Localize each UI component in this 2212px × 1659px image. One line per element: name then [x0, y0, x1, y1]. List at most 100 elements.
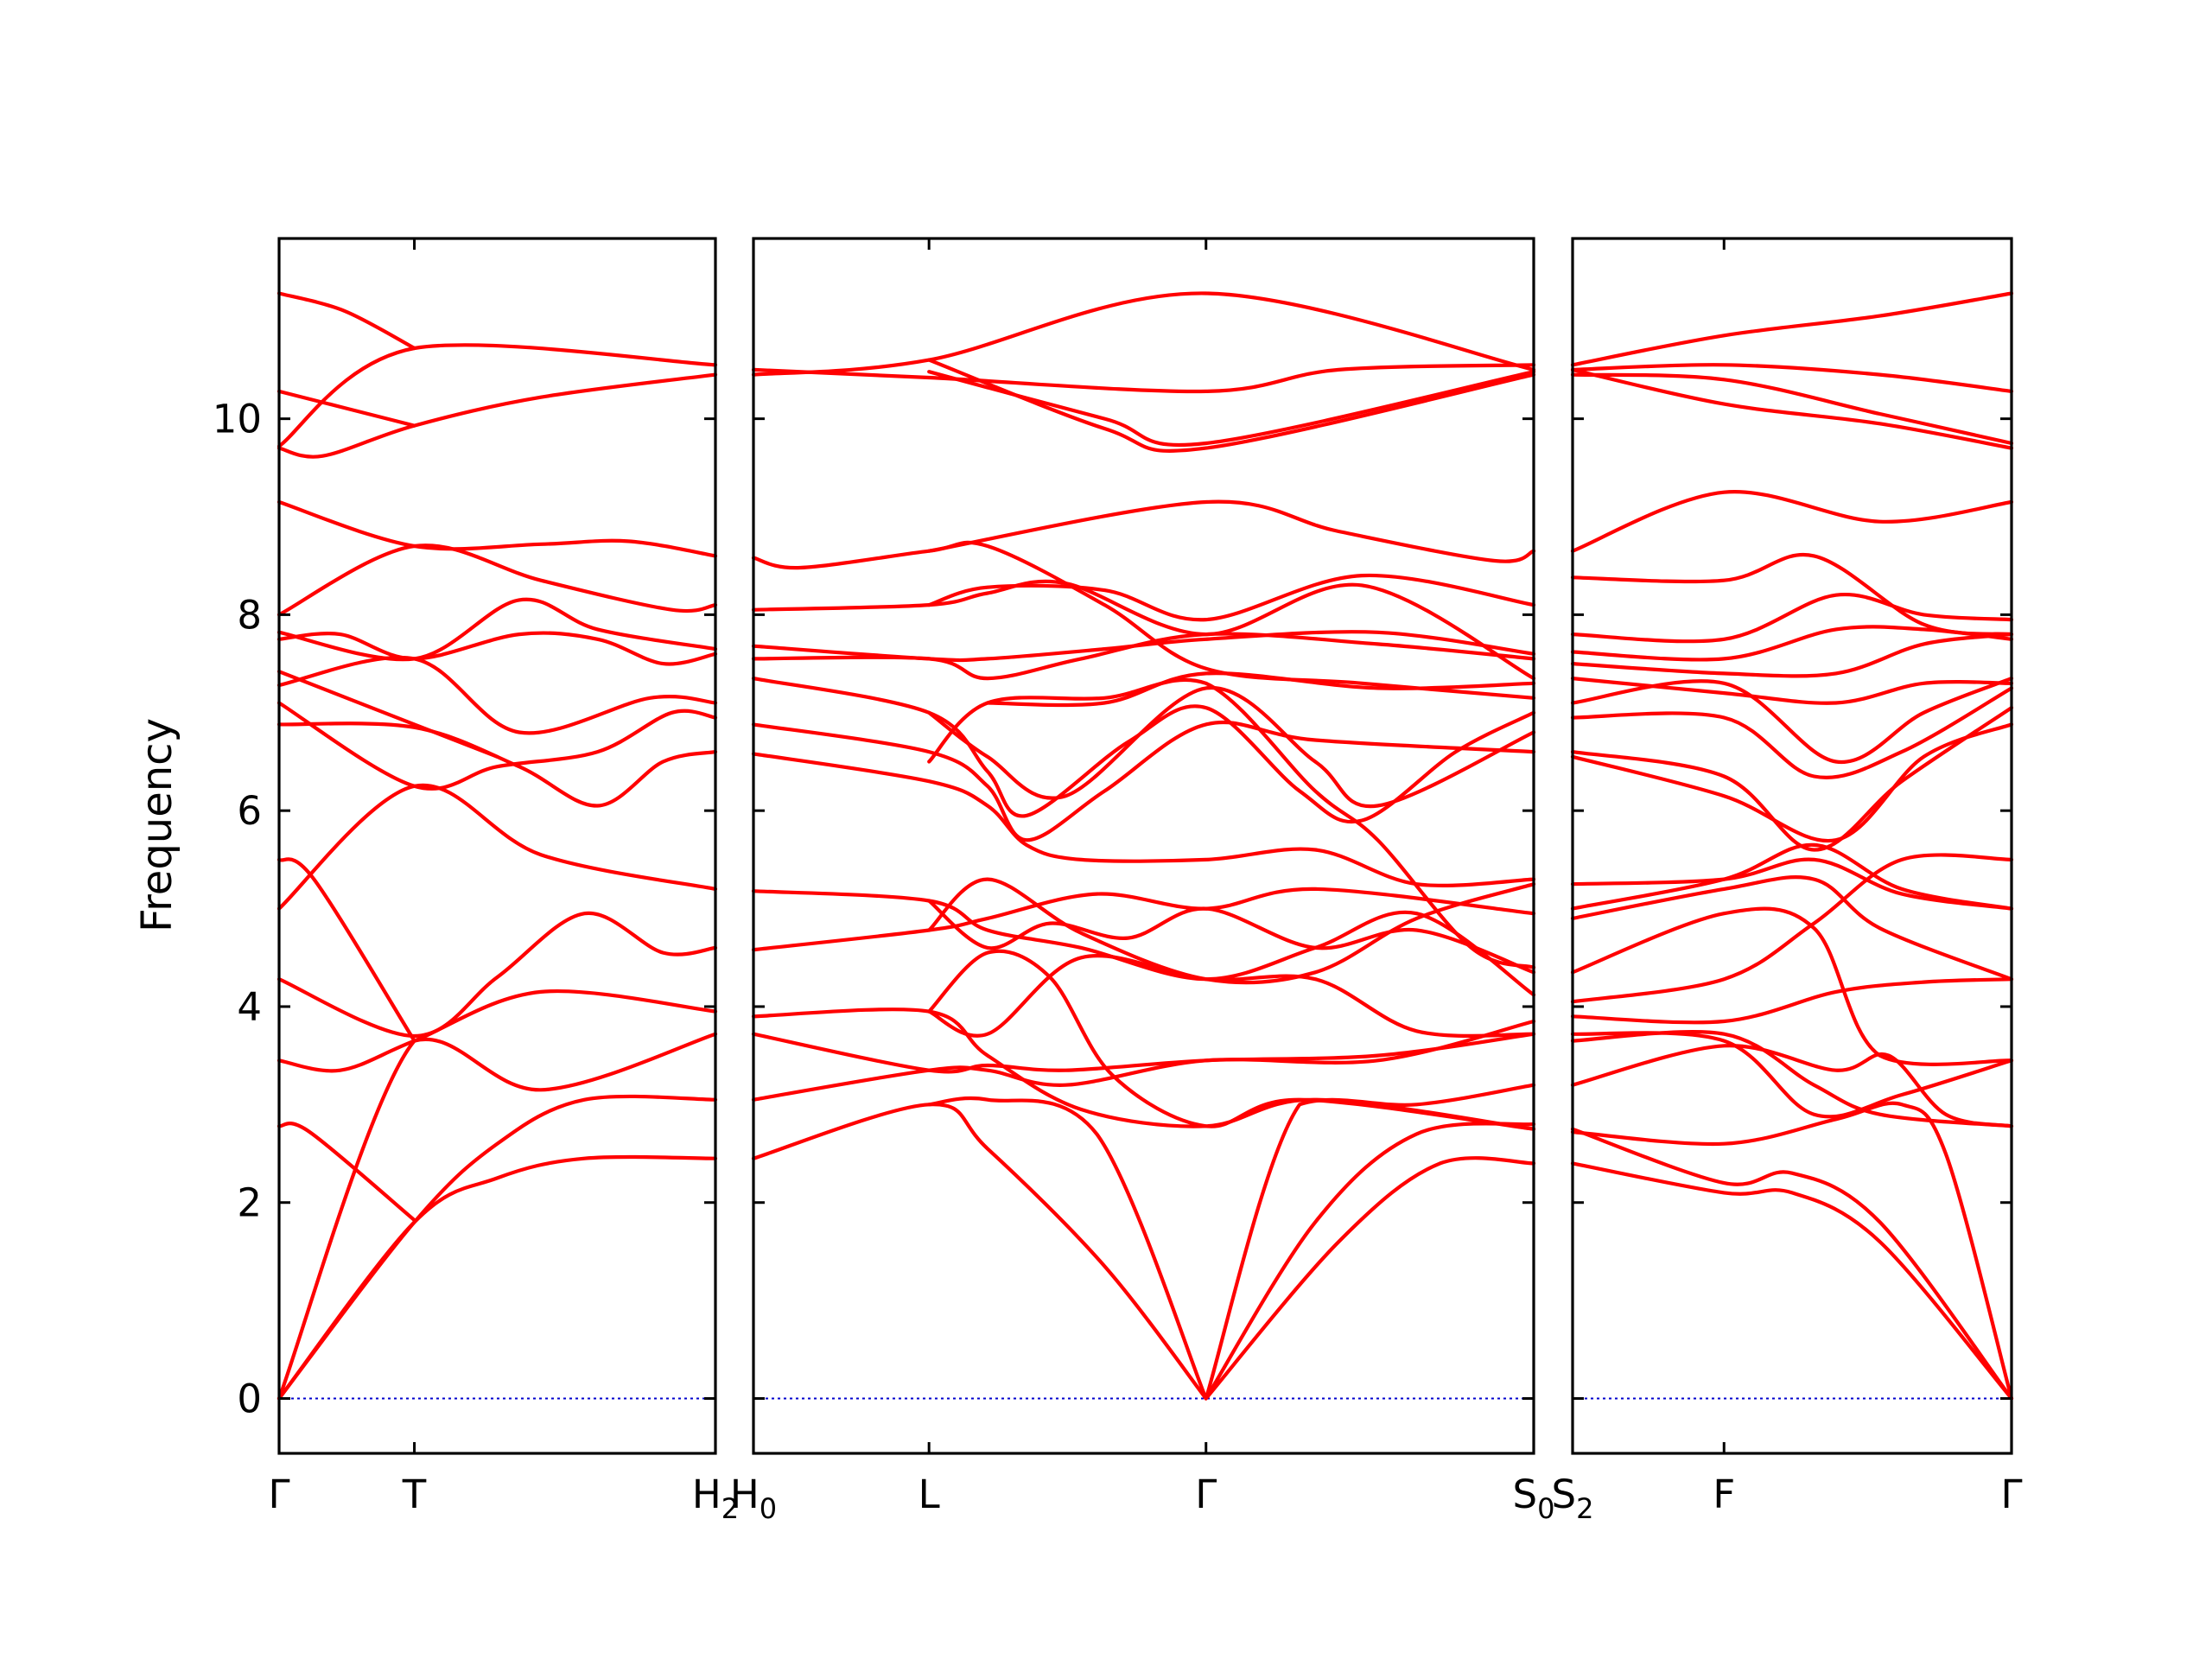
x-tick-label: H0: [730, 1471, 777, 1525]
band-line-3-12: [1570, 857, 2014, 911]
band-line-1-14: [276, 597, 718, 662]
band-line-1-12: [276, 670, 499, 759]
panel-frame-2: [752, 237, 1535, 1455]
y-tick-label: 8: [237, 592, 262, 638]
x-tick-label-base: T: [402, 1471, 427, 1517]
x-tick-label: Γ: [268, 1471, 289, 1517]
x-tick-label-subscript: 0: [1537, 1492, 1554, 1525]
band-line-3-7: [1570, 977, 2014, 1025]
band-line-2-27: [751, 291, 1536, 377]
band-line-1-9: [276, 721, 718, 808]
band-line-2-23: [927, 573, 1536, 622]
band-line-2-1: [751, 1103, 1208, 1401]
y-tick-label: 0: [237, 1376, 262, 1422]
x-tick-label-subscript: 2: [721, 1492, 739, 1525]
band-line-2-19: [927, 677, 1536, 969]
band-line-1-7: [276, 783, 718, 911]
band-line-1-18: [276, 343, 718, 448]
band-line-3-24: [1570, 372, 2014, 446]
band-line-1-15: [276, 543, 718, 617]
band-line-3-20: [1570, 592, 2014, 644]
band-line-1-8: [276, 857, 416, 1043]
x-tick-label: S2: [1552, 1471, 1594, 1525]
band-line-1-17: [276, 372, 718, 459]
band-line-1-11: [276, 655, 718, 735]
x-tick-label-base: F: [1713, 1471, 1735, 1517]
x-tick-label: Γ: [2000, 1471, 2022, 1517]
band-line-3-17: [1570, 677, 2014, 705]
band-line-2-9: [927, 954, 1536, 1039]
band-line-2-24: [751, 540, 1536, 700]
y-tick-label: 6: [237, 788, 262, 834]
band-line-2-15: [751, 752, 1536, 887]
band-line-1-4: [276, 1122, 416, 1223]
band-line-3-1: [1570, 1161, 2014, 1401]
band-line-3-16: [1570, 677, 2014, 764]
band-line-3-13: [1570, 722, 2014, 843]
x-tick-label: F: [1713, 1471, 1735, 1517]
x-tick-label-base: Γ: [1195, 1471, 1217, 1517]
x-tick-label: H2: [692, 1471, 739, 1525]
panel-frame-3: [1571, 237, 2013, 1455]
band-line-3-21: [1570, 552, 2014, 637]
band-line-3-26: [1570, 291, 2014, 367]
x-tick-label: Γ: [1195, 1471, 1217, 1517]
band-line-3-6: [1570, 1030, 2014, 1128]
band-line-2-21: [751, 630, 1536, 663]
band-line-2-25: [927, 499, 1536, 563]
band-line-1-6: [276, 911, 718, 1039]
band-line-3-11: [1570, 842, 2014, 911]
band-line-2-12: [751, 889, 1536, 997]
band-line-3-9: [1570, 906, 2014, 1066]
band-line-2-22: [751, 579, 1536, 681]
x-tick-label: T: [402, 1471, 427, 1517]
band-line-2-28: [751, 363, 1536, 394]
band-line-3-4: [1570, 1044, 2014, 1128]
band-line-2-3: [1204, 1083, 1536, 1401]
band-line-2-4: [1204, 1122, 1536, 1401]
x-tick-label: L: [918, 1471, 940, 1517]
y-axis-label: Frequency: [133, 718, 181, 932]
band-line-2-18: [927, 685, 1536, 809]
band-line-1-13: [276, 631, 718, 666]
band-line-1-20: [276, 291, 416, 351]
x-tick-label: S0: [1513, 1471, 1555, 1525]
band-line-3-22: [1570, 490, 2014, 553]
band-line-1-16: [276, 499, 718, 558]
band-line-3-18: [1570, 632, 2014, 678]
x-tick-label-base: H: [730, 1471, 760, 1517]
band-line-2-14: [927, 877, 1536, 985]
band-line-1-19: [276, 389, 416, 428]
band-line-2-11: [751, 887, 1536, 952]
y-tick-label: 4: [237, 984, 262, 1030]
band-line-1-1: [276, 1154, 718, 1401]
band-line-2-6: [751, 1019, 1536, 1102]
y-tick-label: 2: [237, 1180, 262, 1226]
x-tick-label-subscript: 2: [1576, 1492, 1593, 1525]
band-line-2-2: [927, 1096, 1208, 1401]
band-line-2-30: [927, 370, 1536, 448]
x-tick-label-base: H: [692, 1471, 721, 1517]
panel-frame-1: [277, 237, 717, 1455]
band-line-3-5: [1570, 1031, 2014, 1119]
band-line-3-23: [1570, 367, 2014, 450]
band-line-1-10: [276, 701, 718, 791]
band-line-3-10: [1570, 875, 2014, 982]
band-line-3-2: [1570, 1127, 2014, 1401]
x-tick-label-base: S: [1513, 1471, 1538, 1517]
band-line-2-16: [751, 720, 1536, 842]
band-line-3-14: [1570, 706, 2014, 852]
band-line-2-5: [1204, 1156, 1536, 1401]
band-line-3-3: [1570, 1101, 2014, 1401]
band-line-2-29: [927, 358, 1536, 453]
x-tick-label-subscript: 0: [760, 1492, 777, 1525]
band-line-2-13: [927, 899, 1536, 975]
band-line-3-8: [1570, 853, 2014, 1004]
band-line-1-2: [276, 1094, 718, 1401]
x-tick-label-base: L: [918, 1471, 940, 1517]
band-line-2-26: [985, 671, 1536, 708]
band-line-2-17: [751, 677, 1536, 824]
x-tick-label-base: Γ: [2000, 1471, 2022, 1517]
x-tick-label-base: S: [1552, 1471, 1577, 1517]
